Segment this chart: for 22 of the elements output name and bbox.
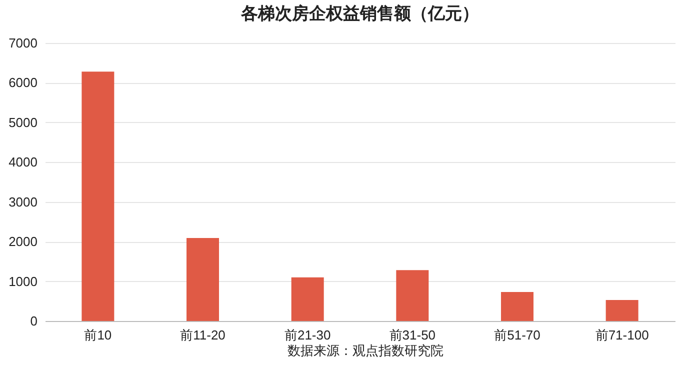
bar [606,300,638,321]
bar [396,270,429,321]
y-tick-label: 4000 [8,154,38,170]
y-tick-label: 5000 [8,114,38,130]
x-tick-label: 前11-20 [180,328,226,342]
x-tick-label: 前31-50 [389,328,436,342]
y-tick-label: 7000 [8,36,38,50]
bar [291,277,324,321]
x-tick-label: 前10 [84,328,112,342]
y-tick-label: 3000 [8,194,38,210]
x-tick-label: 前51-70 [494,328,540,342]
bar [500,292,534,321]
source-note: 数据来源：观点指数研究院 [286,343,444,360]
y-tick-label: 1000 [8,274,38,289]
y-tick-label: 6000 [8,75,38,90]
bar [186,238,220,321]
chart-title: 各梯次房企权益销售额（亿元） [240,4,479,23]
y-tick-label: 0 [30,314,38,328]
x-tick-label: 前71-100 [595,328,649,342]
x-tick-label: 前21-30 [284,328,331,342]
y-tick-label: 2000 [8,234,38,250]
bar [82,72,114,321]
